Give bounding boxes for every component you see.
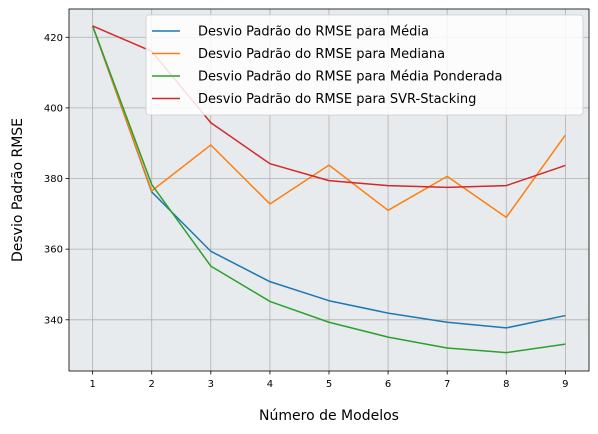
y-tick-label: 340 — [44, 315, 63, 326]
y-axis-label: Desvio Padrão RMSE — [10, 118, 26, 262]
y-tick-label: 380 — [44, 174, 63, 185]
series-line-2 — [91, 25, 566, 219]
legend-label-2: Desvio Padrão do RMSE para Mediana — [198, 47, 445, 62]
x-tick-label: 7 — [444, 379, 450, 390]
x-tick-label: 9 — [562, 379, 568, 390]
legend-box — [145, 14, 584, 116]
x-tick-label: 4 — [267, 379, 273, 390]
x-tick-label: 5 — [326, 379, 332, 390]
y-axis: 340 360 380 400 420 — [44, 33, 69, 326]
series-line-3 — [91, 25, 566, 354]
x-axis: 1 2 3 4 5 6 7 8 9 — [89, 371, 569, 390]
x-tick-label: 6 — [385, 379, 391, 390]
x-tick-label: 8 — [503, 379, 509, 390]
x-tick-label: 3 — [208, 379, 214, 390]
legend: Desvio Padrão do RMSE para Média Desvio P… — [145, 14, 584, 116]
x-axis-label: Número de Modelos — [259, 408, 399, 424]
x-tick-label: 1 — [89, 379, 95, 390]
x-tick-label: 2 — [149, 379, 155, 390]
y-tick-label: 420 — [44, 33, 63, 44]
legend-label-1: Desvio Padrão do RMSE para Média — [198, 25, 429, 40]
legend-label-3: Desvio Padrão do RMSE para Média Pondera… — [198, 70, 502, 85]
y-tick-label: 360 — [44, 245, 63, 256]
legend-label-4: Desvio Padrão do RMSE para SVR-Stacking — [198, 92, 476, 107]
y-tick-label: 400 — [44, 103, 63, 114]
